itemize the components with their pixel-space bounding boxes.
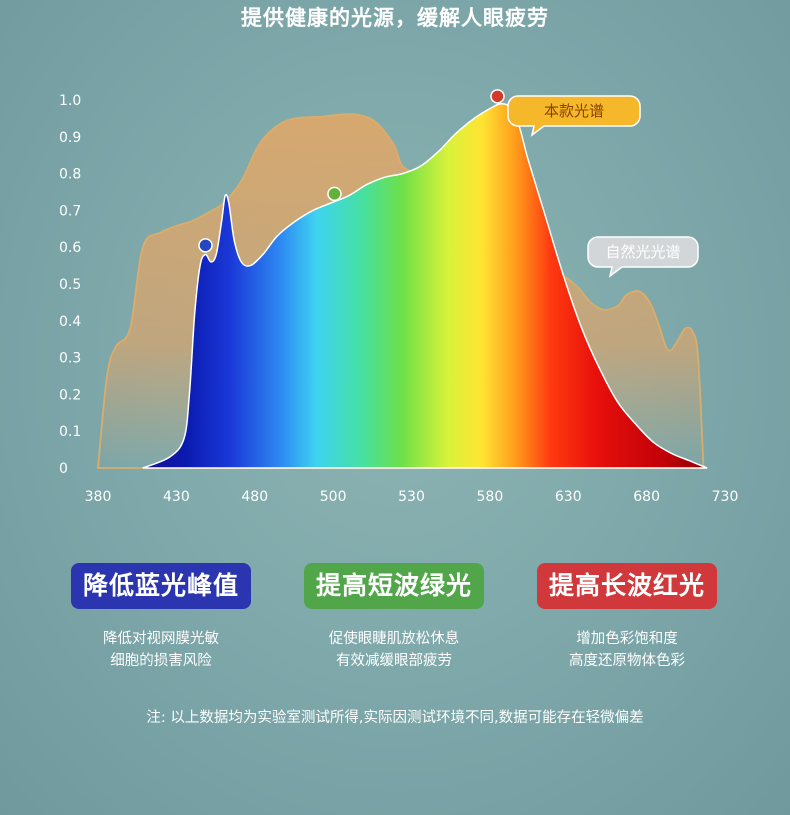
spectrum-marker bbox=[327, 186, 342, 202]
feature-badge-red: 提高长波红光 bbox=[536, 563, 717, 609]
feature-desc-red: 增加色彩饱和度 高度还原物体色彩 bbox=[512, 628, 742, 672]
product-spectrum-area bbox=[142, 102, 708, 469]
feature-reduce-blue: 降低蓝光峰值 降低对视网膜光敏 细胞的损害风险 bbox=[46, 563, 276, 672]
y-tick-label: 1.0 bbox=[59, 93, 81, 109]
x-tick-label: 430 bbox=[163, 489, 190, 505]
spectrum-marker bbox=[490, 89, 505, 104]
y-tick-label: 0.3 bbox=[59, 351, 81, 367]
product-spectrum-callout: 本款光谱 bbox=[507, 95, 641, 137]
x-tick-label: 380 bbox=[85, 489, 112, 505]
x-tick-label: 530 bbox=[398, 489, 425, 505]
feature-desc-line: 促使眼睫肌放松休息 bbox=[328, 631, 460, 647]
feature-desc-blue: 降低对视网膜光敏 细胞的损害风险 bbox=[46, 628, 276, 672]
y-tick-label: 0.5 bbox=[59, 277, 81, 293]
x-tick-label: 730 bbox=[712, 489, 739, 505]
y-tick-label: 0.7 bbox=[59, 203, 81, 219]
spectrum-chart: 0 0.1 0.2 0.3 0.4 0.5 0.6 0.7 0.8 0.9 1.0 380 430 48… bbox=[59, 89, 739, 505]
feature-desc-line: 有效减缓眼部疲劳 bbox=[336, 653, 452, 669]
feature-desc-line: 增加色彩饱和度 bbox=[576, 631, 678, 647]
x-tick-label: 480 bbox=[241, 489, 268, 505]
y-tick-label: 0.9 bbox=[59, 130, 81, 146]
y-tick-label: 0.4 bbox=[59, 314, 81, 330]
feature-desc-line: 降低对视网膜光敏 bbox=[103, 631, 219, 647]
x-tick-label: 680 bbox=[633, 489, 660, 505]
disclaimer-note: 注: 以上数据均为实验室测试所得,实际因测试环境不同,数据可能存在轻微偏差 bbox=[146, 710, 644, 726]
y-tick-label: 0.6 bbox=[59, 240, 81, 256]
spectrum-marker bbox=[198, 238, 213, 253]
natural-spectrum-label: 自然光光谱 bbox=[605, 243, 680, 261]
feature-badge-blue: 降低蓝光峰值 bbox=[70, 563, 251, 609]
x-tick-label: 580 bbox=[477, 489, 504, 505]
feature-desc-line: 高度还原物体色彩 bbox=[569, 653, 685, 669]
feature-desc-line: 细胞的损害风险 bbox=[110, 653, 212, 669]
y-tick-label: 0.1 bbox=[59, 424, 81, 440]
y-tick-label: 0.2 bbox=[59, 387, 81, 403]
feature-desc-green: 促使眼睫肌放松休息 有效减缓眼部疲劳 bbox=[279, 628, 509, 672]
y-tick-label: 0 bbox=[59, 461, 68, 477]
natural-spectrum-callout: 自然光光谱 bbox=[587, 236, 699, 278]
feature-badge-green: 提高短波绿光 bbox=[303, 563, 484, 609]
x-tick-label: 630 bbox=[555, 489, 582, 505]
page-title: 提供健康的光源，缓解人眼疲劳 bbox=[241, 6, 549, 30]
feature-boost-green: 提高短波绿光 促使眼睫肌放松休息 有效减缓眼部疲劳 bbox=[279, 563, 509, 672]
product-spectrum-label: 本款光谱 bbox=[544, 102, 604, 120]
feature-boost-red: 提高长波红光 增加色彩饱和度 高度还原物体色彩 bbox=[512, 563, 742, 672]
x-tick-label: 500 bbox=[320, 489, 347, 505]
y-tick-label: 0.8 bbox=[59, 167, 81, 183]
